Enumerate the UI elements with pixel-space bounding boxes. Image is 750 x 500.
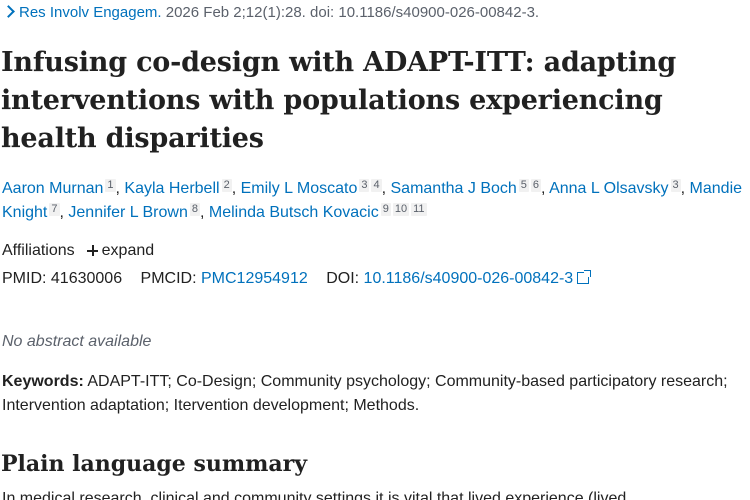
affiliation-ref[interactable]: 4 — [371, 179, 382, 192]
affiliation-ref[interactable]: 1 — [105, 179, 116, 192]
author-link[interactable]: Kayla Herbell — [124, 180, 220, 197]
plain-language-heading: Plain language summary — [1, 451, 308, 477]
affiliation-ref[interactable]: 11 — [411, 203, 427, 216]
expand-label[interactable]: expand — [101, 242, 155, 259]
citation-details: 2026 Feb 2;12(1):28. doi: 10.1186/s40900… — [165, 4, 540, 21]
keywords-section: Keywords: ADAPT-ITT; Co-Design; Communit… — [2, 370, 747, 418]
journal-link[interactable]: Res Involv Engagem. — [19, 4, 162, 21]
affiliation-ref[interactable]: 9 — [380, 203, 391, 216]
author-list: Aaron Murnan 1, Kayla Herbell 2, Emily L M… — [2, 179, 743, 221]
doi-label: DOI: — [326, 270, 360, 287]
affiliations-label: Affiliations — [2, 242, 75, 259]
affiliation-ref[interactable]: 2 — [221, 179, 232, 192]
doi-link[interactable]: 10.1186/s40900-026-00842-3 — [363, 270, 574, 287]
citation-line: Res Involv Engagem. 2026 Feb 2;12(1):28.… — [2, 4, 539, 22]
author-link[interactable]: Mandie Knight — [2, 180, 743, 221]
affiliation-ref[interactable]: 3 — [670, 179, 681, 192]
author-link[interactable]: Anna L Olsavsky — [549, 180, 669, 197]
affiliation-ref[interactable]: 7 — [49, 203, 60, 216]
plus-icon[interactable] — [86, 245, 98, 256]
affiliations-toggle[interactable]: Affiliations expand — [2, 241, 154, 261]
plain-language-snippet: In medical research, clinical and commun… — [2, 490, 627, 500]
pmcid-label: PMCID: — [140, 270, 197, 287]
author-link[interactable]: Melinda Butsch Kovacic — [208, 204, 379, 221]
keywords-text: ADAPT-ITT; Co-Design; Community psycholo… — [2, 373, 728, 414]
external-link-icon[interactable] — [577, 270, 592, 284]
affiliation-ref[interactable]: 8 — [189, 203, 200, 216]
affiliation-ref[interactable]: 10 — [392, 203, 410, 216]
author-link[interactable]: Samantha J Boch — [390, 180, 517, 197]
author-link[interactable]: Jennifer L Brown — [68, 204, 188, 221]
identifiers-row: PMID: 41630006 PMCID: PMC12954912 DOI: 1… — [2, 269, 592, 289]
no-abstract-note: No abstract available — [2, 333, 152, 350]
affiliation-ref[interactable]: 5 — [518, 179, 529, 192]
pmcid-link[interactable]: PMC12954912 — [201, 270, 308, 287]
pmid-value: 41630006 — [50, 270, 123, 287]
author-link[interactable]: Emily L Moscato — [240, 180, 358, 197]
affiliation-ref[interactable]: 6 — [530, 179, 542, 192]
keywords-label: Keywords: — [2, 373, 84, 390]
article-title: Infusing co-design with ADAPT-ITT: adapt… — [1, 47, 677, 154]
affiliation-ref[interactable]: 3 — [359, 179, 370, 192]
chevron-right-icon[interactable] — [2, 5, 15, 18]
pmid-label: PMID: — [2, 270, 47, 287]
author-link[interactable]: Aaron Murnan — [2, 180, 104, 197]
